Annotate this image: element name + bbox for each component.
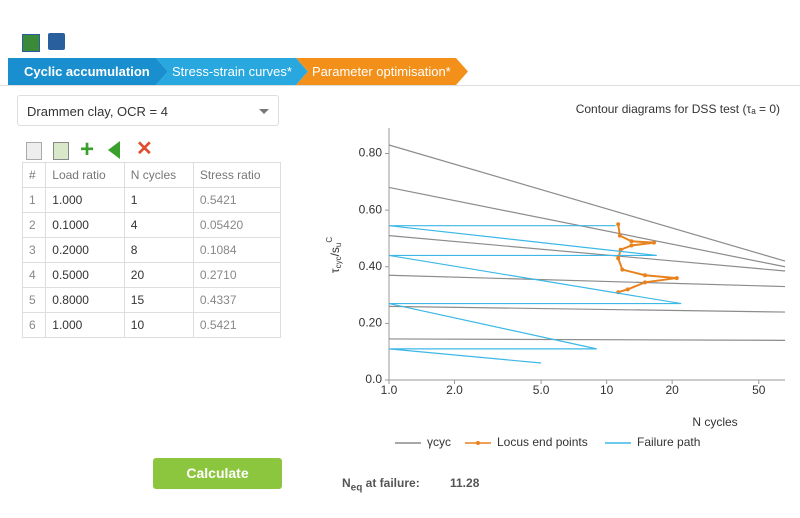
series-marker — [629, 243, 634, 248]
table-cell: 1 — [123, 187, 194, 213]
series-line — [388, 144, 786, 341]
chart-title: Contour diagrams for DSS test (τₐ = 0) — [576, 102, 780, 116]
tab-rule — [0, 85, 800, 86]
series-marker — [642, 280, 647, 285]
legend-marker — [476, 441, 480, 445]
calculate-button[interactable]: Calculate — [153, 458, 282, 489]
series-marker — [651, 240, 656, 245]
table-cell: 4 — [21, 262, 47, 288]
tab[interactable]: Cyclic accumulation — [8, 58, 168, 85]
legend-label: Failure path — [637, 435, 700, 449]
series-marker — [616, 256, 621, 261]
dropdown[interactable]: Drammen clay, OCR = 4 — [17, 95, 279, 126]
y-tick-label: 0.80 — [359, 146, 383, 160]
legend-label: γcyc — [427, 435, 451, 449]
result-label-sub: eq — [350, 482, 363, 494]
table-cell: 0.2710 — [192, 262, 282, 288]
table-row: 3 0.2000 8 0.1084 — [21, 237, 282, 263]
series-marker — [674, 276, 679, 281]
series-line — [388, 225, 682, 364]
table-cell: 10 — [123, 312, 194, 338]
series-marker — [629, 239, 634, 244]
tab[interactable]: Stress-strain curves* — [156, 58, 308, 85]
table-row: 2 0.1000 4 0.05420 — [21, 212, 282, 238]
x-tick-label: 5.0 — [533, 383, 550, 397]
table-row: 6 1.000 10 0.5421 — [21, 312, 282, 338]
series-marker — [642, 273, 647, 278]
table-cell: 0.1084 — [192, 237, 282, 263]
result-value: 11.28 — [450, 476, 480, 490]
dropdown-text: Drammen clay, OCR = 4 — [27, 104, 168, 119]
series-marker — [620, 267, 625, 272]
x-axis-label: N cycles — [692, 415, 737, 429]
table-cell: 0.5000 — [45, 262, 125, 288]
add-icon[interactable]: + — [80, 136, 95, 163]
table-cell: 6 — [21, 312, 47, 338]
y-axis-label: τcyc/suC — [325, 237, 343, 274]
copy-icon[interactable] — [26, 142, 42, 160]
x-tick-label: 10 — [600, 383, 614, 397]
open-icon[interactable] — [22, 34, 40, 52]
y-label-part: /s — [328, 247, 342, 256]
y-label-part: τ — [328, 268, 342, 273]
y-tick-label: 0.20 — [359, 316, 383, 330]
x-tick-label: 1.0 — [381, 383, 398, 397]
back-icon[interactable] — [108, 141, 120, 159]
series-marker — [616, 222, 621, 227]
y-tick-label: 0.40 — [359, 259, 383, 273]
y-tick-label: 0.60 — [359, 202, 383, 216]
series-marker — [625, 287, 630, 292]
table-cell: 8 — [123, 237, 194, 263]
table-header: # — [21, 162, 47, 188]
y-label-sub: cyc — [334, 256, 343, 268]
table-cell: 3 — [21, 237, 47, 263]
table-cell: 1.000 — [45, 312, 125, 338]
legend-label: Locus end points — [497, 435, 588, 449]
tab[interactable]: Parameter optimisation* — [296, 58, 468, 85]
table-cell: 0.4337 — [192, 287, 282, 313]
result-label-part: at failure: — [362, 476, 420, 490]
result-label: Neq at failure: — [342, 476, 420, 493]
series-marker — [617, 233, 622, 238]
table-cell: 0.5421 — [192, 312, 282, 338]
y-label-sub: u — [334, 243, 343, 247]
dropdown-arrow — [259, 109, 269, 119]
y-tick-label: 0.0 — [365, 372, 382, 386]
x-tick-label: 2.0 — [446, 383, 463, 397]
table-header: Stress ratio — [192, 162, 282, 188]
table-cell: 2 — [21, 212, 47, 238]
y-label-sup: C — [325, 237, 334, 243]
save-icon[interactable] — [48, 33, 65, 50]
table-row: 4 0.5000 20 0.2710 — [21, 262, 282, 288]
data-table: # Load ratio N cycles Stress ratio 1 1.000 1 0.… — [21, 162, 282, 338]
delete-icon[interactable]: ✕ — [136, 138, 153, 160]
table-cell: 1 — [21, 187, 47, 213]
paste-icon[interactable] — [53, 142, 69, 160]
result-label-part: N — [342, 476, 351, 490]
x-tick-label: 20 — [665, 383, 679, 397]
table-row: 1 1.000 1 0.5421 — [21, 187, 282, 213]
x-tick-label: 50 — [752, 383, 766, 397]
